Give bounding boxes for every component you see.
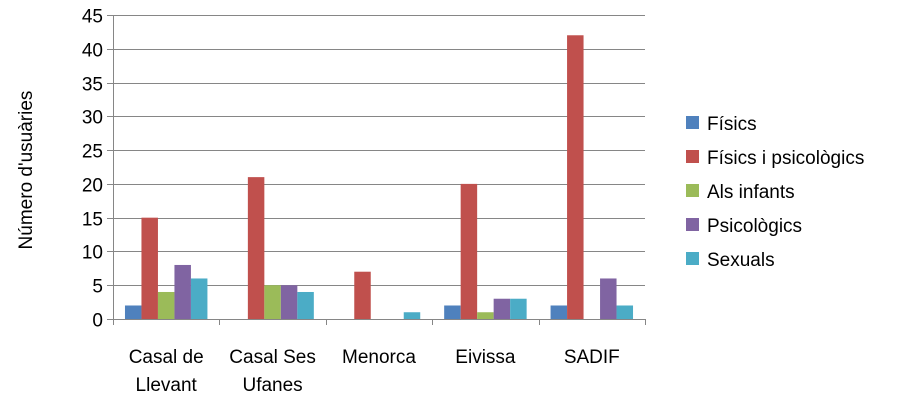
legend-swatch: [686, 252, 699, 265]
bar-psicol-gics: [600, 278, 617, 319]
bar-f-sics-i-psicol-gics: [354, 271, 371, 319]
y-tick-label: 40: [82, 41, 103, 62]
bar-sexuals: [510, 298, 527, 319]
bar-f-sics: [444, 305, 461, 319]
y-tick-label: 30: [82, 108, 103, 129]
bar-psicol-gics: [174, 264, 191, 319]
bar-sexuals: [403, 312, 421, 319]
y-tick-label: 25: [82, 142, 103, 163]
y-tick-label: 0: [92, 311, 103, 332]
y-tick-label: 45: [82, 7, 103, 28]
legend-swatch: [686, 218, 699, 231]
legend: Físics Físics i psicològics Als infants Psi…: [686, 114, 864, 271]
legend-label: Físics: [707, 114, 757, 135]
bar-psicol-gics: [493, 298, 511, 319]
legend-label: Psicològics: [707, 216, 802, 237]
legend-label: Als infants: [707, 182, 795, 203]
y-tick-label: 35: [82, 75, 103, 96]
legend-swatch: [686, 150, 699, 163]
legend-swatch: [686, 184, 699, 197]
bar-f-sics-i-psicol-gics: [247, 177, 265, 319]
bar-sexuals: [616, 305, 634, 319]
bar-f-sics: [124, 305, 142, 319]
bars: [124, 35, 634, 320]
y-tick-labels: 0 5 10 15 20 25 30 35 40 45: [82, 7, 103, 332]
bar-sexuals: [297, 291, 314, 319]
category-label: Casal de Llevant: [129, 347, 204, 396]
y-tick-label: 20: [82, 176, 103, 197]
bar-f-sics-i-psicol-gics: [460, 183, 478, 319]
bar-als-infants: [157, 291, 175, 319]
bar-als-infants: [477, 312, 494, 319]
category-label: Eivissa: [455, 347, 516, 368]
bar-als-infants: [264, 285, 281, 319]
category-label: Casal Ses Ufanes: [229, 347, 316, 396]
y-tick-label: 5: [92, 277, 103, 298]
bar-f-sics-i-psicol-gics: [567, 35, 584, 320]
bar-psicol-gics: [280, 285, 298, 319]
category-labels: Casal de Llevant Casal Ses Ufanes Menorca Eiv…: [129, 347, 620, 396]
y-tick-label: 10: [82, 243, 103, 264]
y-axis-title: Número d'usuàries: [16, 91, 37, 250]
bar-f-sics-i-psicol-gics: [141, 217, 158, 319]
legend-swatch: [686, 116, 699, 129]
category-label: SADIF: [564, 347, 620, 368]
bar-f-sics: [550, 305, 568, 319]
legend-label: Sexuals: [707, 250, 775, 271]
category-label: Menorca: [342, 347, 416, 368]
axes: [113, 15, 646, 325]
bar-sexuals: [190, 278, 208, 319]
legend-label: Físics i psicològics: [707, 148, 864, 169]
y-tick-label: 15: [82, 210, 103, 231]
